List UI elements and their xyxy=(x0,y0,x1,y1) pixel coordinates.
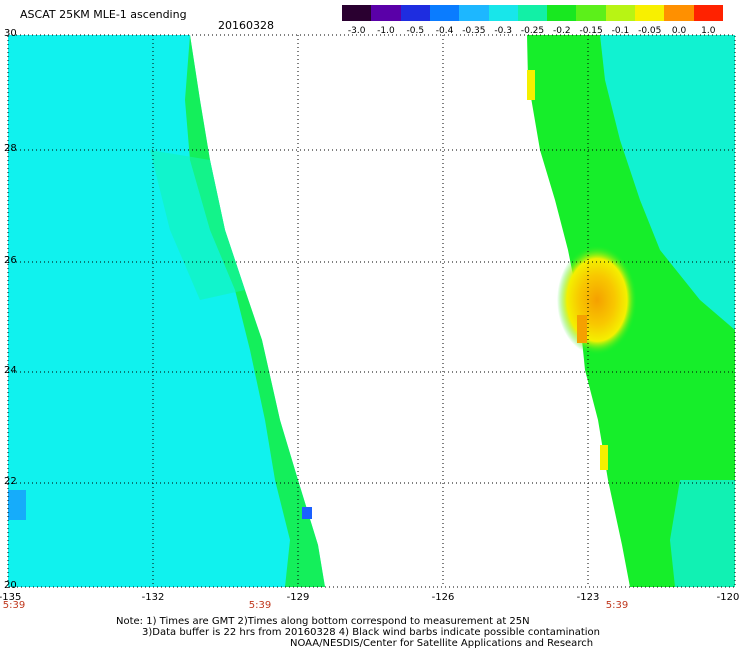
colorbar-tick-label: -1.0 xyxy=(377,26,395,36)
lat-label-24: 24 xyxy=(4,365,17,376)
west-blue-patch xyxy=(8,490,26,520)
lat-label-28: 28 xyxy=(4,143,17,154)
colorbar-tick-label: -0.05 xyxy=(638,26,662,36)
lon-label-m123: -123 xyxy=(576,592,600,603)
colorbar-segment xyxy=(371,5,402,21)
colorbar-tick-label: -0.35 xyxy=(462,26,486,36)
colorbar-tick-label: -0.3 xyxy=(494,26,512,36)
east-orange-cells xyxy=(577,315,587,343)
colorbar-tick-label: -0.25 xyxy=(520,26,545,36)
colorbar-segment xyxy=(693,5,724,21)
map-grid xyxy=(7,34,736,588)
note-line-1: Note: 1) Times are GMT 2)Times along bot… xyxy=(116,616,530,627)
colorbar-tick-label: 1.0 xyxy=(701,26,716,36)
colorbar-segment xyxy=(488,5,519,21)
lon-label-m129: -129 xyxy=(286,592,310,603)
west-swath xyxy=(8,35,325,587)
colorbar-tick-label: -0.15 xyxy=(579,26,603,36)
time-label-west: 5:39 xyxy=(2,600,26,611)
colorbar xyxy=(342,5,724,21)
east-yellow-cell-south xyxy=(600,445,608,470)
colorbar-segment xyxy=(664,5,695,21)
colorbar-segment xyxy=(576,5,607,21)
west-swath-green-edge xyxy=(185,35,325,587)
colorbar-tick-label: -0.5 xyxy=(406,26,425,36)
lon-label-m135: -135 xyxy=(0,592,22,603)
west-swath-teal-band xyxy=(150,150,245,300)
lon-label-m126: -126 xyxy=(431,592,455,603)
lat-label-26: 26 xyxy=(4,255,17,266)
colorbar-segment xyxy=(605,5,636,21)
east-cyan-region-south xyxy=(670,480,735,587)
map-title: ASCAT 25KM MLE-1 ascending xyxy=(20,8,187,21)
lat-label-20: 20 xyxy=(4,580,17,591)
colorbar-segment xyxy=(517,5,548,21)
east-swath xyxy=(527,35,735,587)
colorbar-segment xyxy=(342,5,372,21)
time-label-east: 5:39 xyxy=(605,600,629,611)
colorbar-segment xyxy=(547,5,577,21)
lat-label-22: 22 xyxy=(4,476,17,487)
west-blue-cell xyxy=(302,507,312,519)
lon-label-m132: -132 xyxy=(141,592,165,603)
colorbar-tick-label: -0.4 xyxy=(435,26,454,36)
lon-label-m120: -120 xyxy=(716,592,740,603)
colorbar-segment xyxy=(400,5,431,21)
note-line-3: NOAA/NESDIS/Center for Satellite Applica… xyxy=(290,638,594,649)
lat-label-30: 30 xyxy=(4,28,17,39)
west-swath-base xyxy=(8,35,325,587)
colorbar-tick-label: -3.0 xyxy=(347,26,366,36)
colorbar-tick-label: 0.0 xyxy=(671,26,687,36)
east-yellow-cell xyxy=(527,70,535,100)
colorbar-segment xyxy=(635,5,665,21)
time-label-middle: 5:39 xyxy=(248,600,272,611)
colorbar-segment xyxy=(459,5,490,21)
colorbar-tick-label: -0.1 xyxy=(611,26,630,36)
note-line-2: 3)Data buffer is 22 hrs from 20160328 4)… xyxy=(142,627,600,638)
map-date: 20160328 xyxy=(218,19,274,32)
colorbar-tick-label: -0.2 xyxy=(553,26,571,36)
colorbar-segment xyxy=(429,5,460,21)
east-cyan-region-north xyxy=(600,35,735,330)
